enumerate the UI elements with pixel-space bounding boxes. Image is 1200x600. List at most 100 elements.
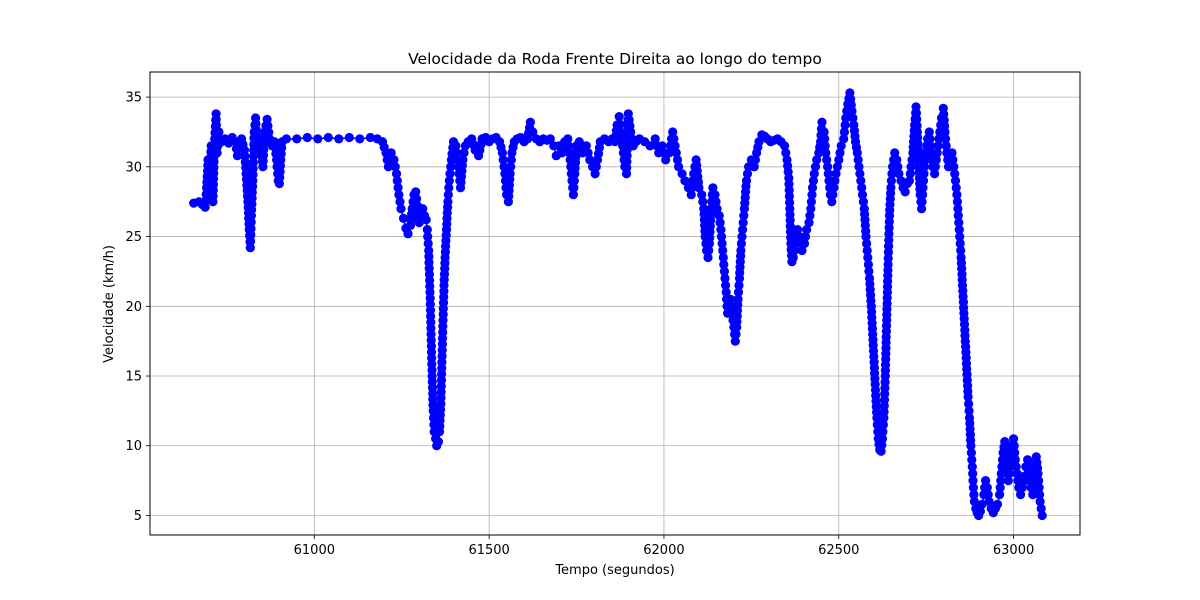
data-point [734,280,744,290]
data-point [828,190,838,200]
data-point [711,197,721,207]
data-point [232,151,242,161]
data-point [446,162,456,172]
data-point [949,162,959,172]
data-point [741,176,752,186]
data-point [968,469,978,479]
data-point [819,127,829,137]
data-point [398,213,409,223]
data-point [966,441,976,451]
data-point [585,155,595,165]
data-point [924,127,934,137]
data-point [444,176,454,186]
data-point [422,225,432,235]
plot-area [189,88,1047,521]
x-tick-label: 61000 [294,543,335,558]
data-point [686,190,696,200]
data-point [1010,448,1020,458]
data-point [893,162,903,172]
data-point [1028,490,1038,500]
data-point [919,162,930,172]
data-point [820,141,830,151]
data-point [246,217,256,227]
data-point [932,148,942,158]
data-point [931,155,941,165]
data-point [812,155,822,165]
data-point [789,245,800,256]
data-point [671,148,681,158]
data-point [904,176,915,186]
data-point [720,273,730,283]
data-point [981,476,991,486]
data-point [725,294,736,304]
data-point [952,190,962,200]
y-tick-label: 20 [125,300,142,315]
data-point [950,176,961,186]
data-point [840,120,850,130]
data-point [564,141,574,151]
data-point [863,259,874,270]
data-point [670,141,680,151]
data-point [906,162,916,172]
data-point [443,197,453,207]
x-tick-label: 61500 [468,543,509,558]
data-point [830,176,840,186]
data-point [853,155,863,165]
data-point [955,232,965,242]
data-point [717,238,727,249]
data-point [1010,455,1020,465]
ticks: 61000 61500 62000 62500 63000 5 10 15 20 25 30 35 [125,91,1034,558]
data-point [918,176,929,186]
data-point [995,490,1005,500]
x-tick-label: 62000 [643,543,684,558]
data-point [982,483,992,493]
data-point [719,266,730,276]
data-point [614,112,624,122]
data-point [941,141,951,151]
data-point [302,132,312,143]
data-point [805,211,815,221]
data-point [668,127,678,137]
data-point [802,225,812,235]
data-point [941,134,951,144]
data-point [212,148,222,158]
data-point [433,437,443,447]
data-point [389,155,399,165]
data-point [411,187,421,197]
data-point [736,245,746,256]
data-point [680,176,690,186]
data-point [951,183,961,193]
data-point [925,141,936,151]
data-point [428,406,438,416]
data-point [214,127,224,137]
data-point [827,197,837,207]
data-point [862,245,872,256]
data-point [615,119,625,129]
data-point [246,230,256,240]
data-point [917,204,927,214]
data-point [823,169,833,179]
data-point [967,455,977,465]
data-point [855,169,865,179]
data-point [856,176,866,186]
data-point [963,392,973,402]
data-point [583,148,593,158]
data-point [950,169,960,179]
data-point [344,132,354,143]
data-point [930,169,940,179]
data-point [697,190,707,200]
data-point [863,252,873,263]
x-tick-label: 63000 [993,543,1034,558]
data-point [626,127,636,137]
x-tick-label: 62500 [818,543,859,558]
data-point [391,169,402,179]
data-point [396,204,406,214]
data-point [714,211,724,221]
data-point [920,155,930,165]
data-point [953,204,963,214]
x-axis-label: Tempo (segundos) [554,563,674,578]
data-point [822,155,832,165]
data-point [661,155,671,165]
data-point [386,148,396,158]
y-tick-label: 25 [125,230,142,245]
